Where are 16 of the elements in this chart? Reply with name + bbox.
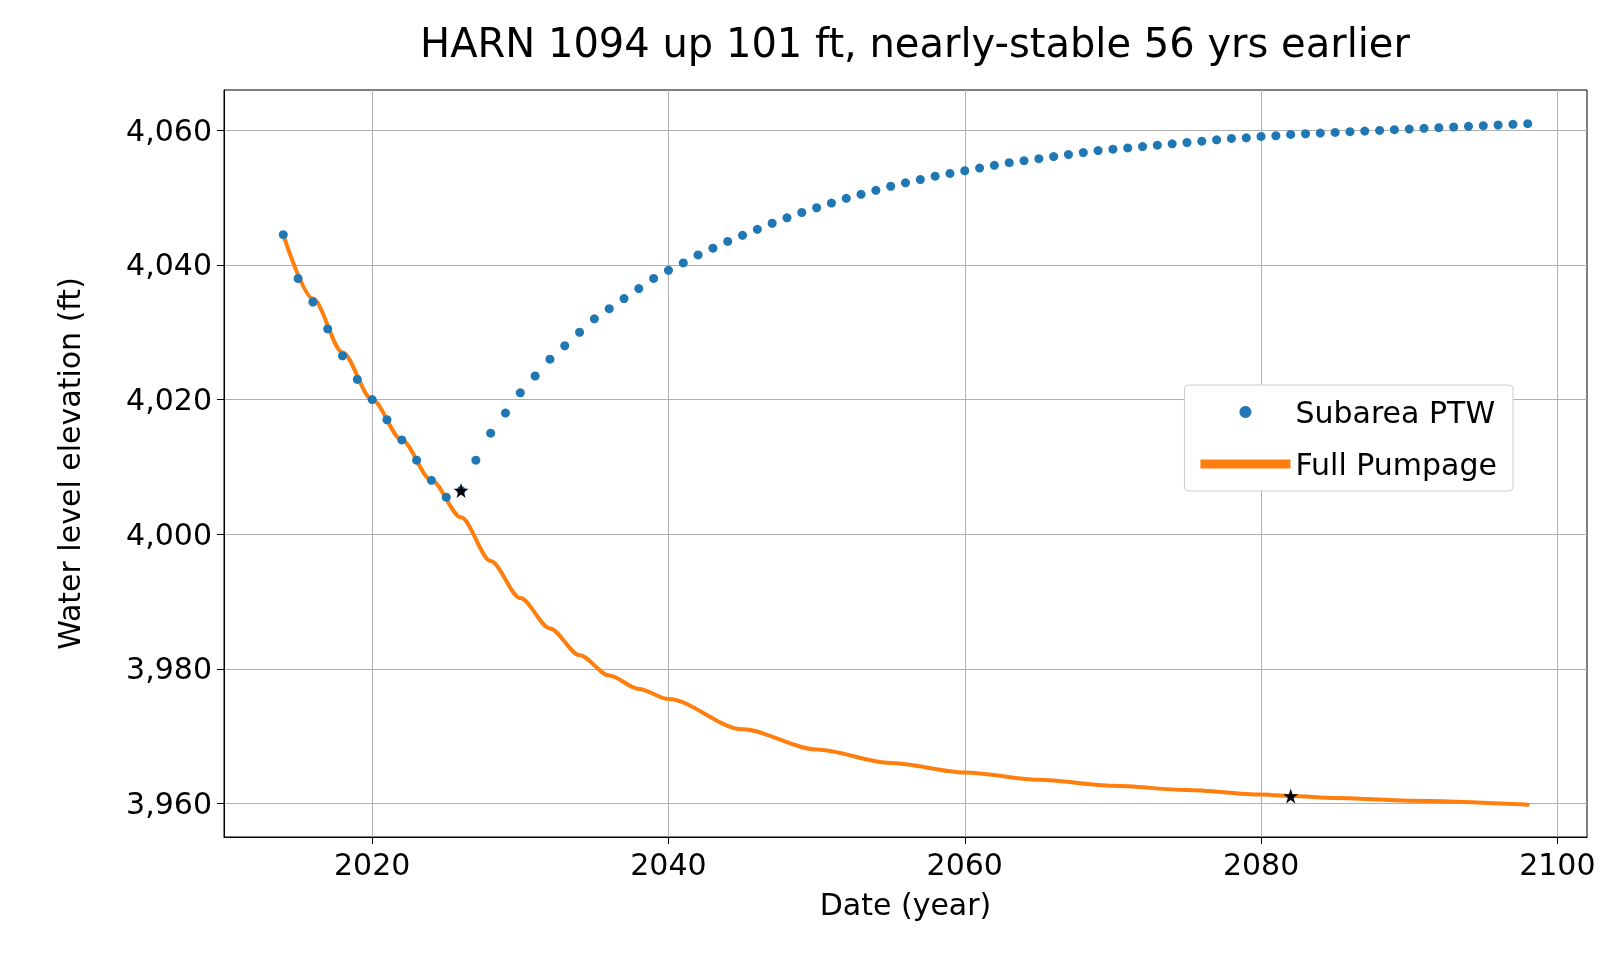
- legend-label: Subarea PTW: [1295, 394, 1496, 430]
- x-tick-label: 2080: [1222, 846, 1300, 882]
- y-axis-title: Water level elevation (ft): [51, 277, 87, 650]
- y-tick-label: 4,020: [126, 382, 212, 418]
- y-tick-label: 4,060: [126, 112, 212, 148]
- x-tick-label: 2020: [333, 846, 411, 882]
- x-tick-label: 2060: [926, 846, 1003, 882]
- y-tick-label: 3,960: [126, 785, 212, 821]
- y-tick-label: 4,040: [126, 247, 212, 283]
- y-tick-label: 4,000: [126, 516, 212, 552]
- x-axis-title: Date (year): [819, 886, 992, 922]
- chart-title: HARN 1094 up 101 ft, nearly-stable 56 yrs earlier: [420, 20, 1411, 66]
- x-tick-label: 2040: [630, 846, 707, 882]
- y-tick-label: 3,980: [126, 651, 212, 687]
- legend-label: Full Pumpage: [1295, 446, 1497, 482]
- x-tick-label: 2100: [1519, 846, 1596, 882]
